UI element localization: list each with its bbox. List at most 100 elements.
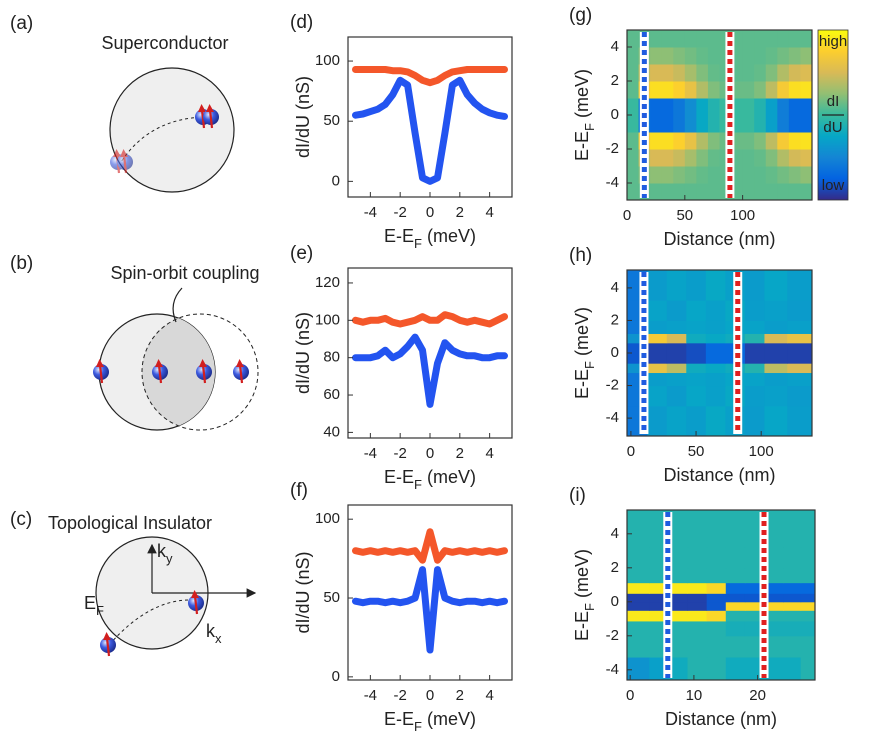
x-tick-label: 4 (485, 445, 493, 462)
heat-cell (627, 149, 640, 167)
heat-cell (800, 30, 813, 48)
x-tick-label: -2 (394, 445, 407, 462)
heat-cell (661, 64, 674, 82)
heat-cell (684, 64, 697, 82)
heat-cell (787, 405, 813, 437)
axis-title: dI/dU (nS) (293, 76, 313, 158)
heat-cell (673, 132, 686, 150)
axis-title: Distance (nm) (663, 229, 775, 249)
heat-cell (687, 620, 708, 637)
axis-label: ky (157, 541, 173, 566)
heat-cell (800, 510, 816, 548)
data-line (352, 528, 508, 564)
heat-cell (777, 166, 790, 184)
heat-cell (787, 342, 813, 354)
axis-label-main: k (157, 541, 167, 561)
heat-cell (668, 582, 689, 594)
heat-cell (764, 620, 784, 637)
heat-cell (627, 582, 650, 594)
heat-cell (666, 405, 687, 437)
y-tick-label: -4 (606, 174, 619, 191)
heat-cell (764, 567, 784, 584)
heat-cell (764, 601, 784, 611)
panel-label: (a) (10, 13, 33, 34)
heat-cell (668, 601, 689, 611)
heat-cell (787, 353, 813, 364)
heat-cell (627, 510, 650, 548)
heat-cell (777, 81, 790, 99)
heat-cell (765, 166, 778, 184)
heat-cell (627, 333, 648, 344)
heat-cell (647, 353, 668, 364)
heat-cell (754, 98, 767, 116)
heat-cell (687, 657, 708, 681)
heat-cell (673, 81, 686, 99)
heat-cell (696, 183, 709, 201)
heat-cell (668, 546, 689, 569)
heat-cell (800, 115, 813, 133)
x-tick-label: 0 (426, 687, 434, 704)
heat-cell (765, 98, 778, 116)
heat-cell (627, 353, 648, 364)
heat-cell (783, 601, 802, 611)
heat-cell (666, 342, 687, 354)
heat-cell (686, 363, 707, 374)
heat-cell (742, 30, 755, 48)
y-tick-label: 2 (611, 72, 619, 89)
heat-cell (666, 333, 687, 344)
axis-title-part: F (582, 603, 597, 611)
heat-cell (788, 149, 801, 167)
axis-title-part: (meV) (572, 549, 592, 603)
heat-cell (627, 183, 640, 201)
x-tick-label: 50 (676, 207, 693, 224)
heat-cell (666, 353, 687, 364)
heat-cell (650, 98, 663, 116)
heat-cell (744, 300, 765, 321)
colorbar-label: low (822, 177, 845, 194)
heat-cell (696, 166, 709, 184)
heat-cell (754, 183, 767, 201)
x-tick-label: 4 (485, 204, 493, 221)
heat-cell (673, 115, 686, 133)
heat-cell (764, 657, 784, 681)
heat-cell (765, 115, 778, 133)
electron (231, 357, 251, 385)
heat-cell (764, 610, 784, 622)
heat-cell (800, 593, 816, 603)
axis-title-part: F (582, 361, 597, 369)
heat-cell (787, 270, 813, 301)
heat-cell (764, 353, 788, 364)
heat-cell (744, 342, 765, 354)
heat-cell (777, 132, 790, 150)
fermi-circle-shifted (141, 313, 259, 431)
heat-cell (742, 98, 755, 116)
heat-cell (800, 64, 813, 82)
heat-cell (687, 582, 708, 594)
y-tick-label: 50 (323, 589, 340, 606)
heat-cell (647, 405, 668, 437)
axis-title: E-EF (meV) (384, 226, 476, 251)
y-tick-label: 0 (611, 593, 619, 610)
heat-cell (800, 635, 816, 658)
heat-cell (707, 166, 720, 184)
y-tick-label: 4 (611, 38, 619, 55)
heat-cell (800, 582, 816, 594)
heat-cell (744, 610, 765, 622)
heat-cell (696, 47, 709, 65)
heat-cell (742, 81, 755, 99)
heat-cell (800, 657, 816, 681)
plot-clip (352, 528, 508, 654)
heat-cell (668, 593, 689, 603)
heat-cell (666, 270, 687, 301)
heat-cell (684, 132, 697, 150)
heat-cell (787, 385, 813, 407)
heat-cell (765, 183, 778, 201)
heat-cell (696, 30, 709, 48)
heat-cell (668, 657, 689, 681)
heat-cell (661, 132, 674, 150)
panel-label: (h) (569, 245, 592, 266)
heat-cell (777, 115, 790, 133)
heat-cell (627, 363, 648, 374)
heat-cell (687, 510, 708, 548)
heat-cell (650, 132, 663, 150)
